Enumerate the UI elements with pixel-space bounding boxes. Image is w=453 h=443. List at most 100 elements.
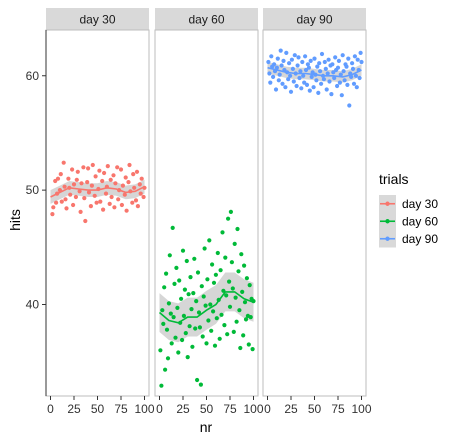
data-point [244, 276, 249, 281]
data-point [112, 205, 117, 210]
data-point [53, 178, 58, 184]
data-point [271, 74, 276, 79]
data-point [190, 344, 195, 349]
data-point [168, 311, 173, 316]
data-point [238, 345, 243, 351]
data-point [283, 85, 288, 90]
data-point [177, 278, 182, 283]
data-point [132, 185, 137, 190]
data-point [288, 89, 294, 94]
data-point [242, 300, 248, 305]
data-point [351, 81, 357, 86]
data-point [194, 299, 199, 304]
strip [46, 8, 149, 30]
data-point [326, 57, 331, 62]
x-tick-label: 0 [156, 402, 163, 416]
panel-background [263, 30, 366, 396]
data-point [115, 165, 120, 170]
data-point [93, 174, 98, 179]
data-point [55, 176, 61, 181]
data-point [171, 315, 176, 320]
data-point [50, 212, 55, 217]
data-point [105, 164, 110, 169]
panel-background [46, 30, 149, 396]
data-point [165, 356, 171, 361]
data-point [302, 80, 307, 85]
data-point [59, 199, 64, 204]
data-point [82, 196, 87, 201]
data-point [340, 53, 345, 58]
data-point [279, 63, 284, 68]
data-point [232, 241, 237, 246]
data-point [111, 173, 116, 178]
data-point [70, 167, 75, 172]
data-point [342, 78, 347, 83]
data-point [205, 277, 210, 282]
data-point [193, 326, 198, 331]
x-tick-label: 50 [200, 402, 214, 416]
data-point [278, 48, 283, 53]
data-point [63, 197, 68, 202]
data-point [188, 275, 193, 280]
data-point [81, 165, 86, 170]
data-point [224, 293, 229, 298]
data-point [225, 332, 230, 337]
data-point [164, 271, 169, 276]
data-point [54, 200, 59, 205]
data-point [305, 62, 310, 67]
data-point [341, 69, 346, 74]
data-point [137, 182, 142, 187]
data-point [58, 172, 63, 177]
data-point [327, 79, 332, 84]
data-point [218, 268, 223, 273]
data-point [314, 78, 319, 83]
data-point [119, 202, 124, 208]
data-point [133, 198, 139, 203]
data-point [209, 328, 214, 333]
data-point [236, 269, 241, 274]
data-point [213, 272, 218, 277]
data-point [61, 160, 66, 165]
data-point [100, 178, 105, 184]
data-point [297, 75, 302, 81]
data-point [272, 62, 277, 67]
data-point [68, 192, 73, 197]
data-point [204, 341, 209, 346]
data-point [120, 183, 125, 188]
data-point [344, 64, 349, 69]
legend-title: trials [379, 171, 409, 187]
data-point [186, 292, 191, 297]
x-tick-label: 50 [91, 402, 105, 416]
data-point [130, 200, 135, 205]
data-point [325, 71, 330, 76]
data-point [162, 285, 167, 290]
data-point [94, 200, 99, 205]
data-point [241, 333, 246, 338]
data-point [306, 65, 311, 70]
data-point [335, 65, 341, 70]
data-point [303, 54, 308, 59]
points [50, 160, 147, 224]
data-point [330, 62, 335, 67]
data-point [89, 183, 94, 188]
data-point [77, 189, 82, 194]
strip [263, 8, 366, 30]
x-tick-label: 100 [243, 402, 263, 416]
data-point [308, 58, 313, 64]
data-point [248, 315, 253, 320]
data-point [173, 335, 178, 340]
data-point [159, 383, 164, 388]
data-point [102, 170, 107, 176]
panel-background [155, 30, 258, 396]
data-point [164, 327, 170, 332]
legend-entry-3: day 90 [379, 230, 438, 248]
data-point [74, 177, 79, 182]
data-point [202, 246, 207, 251]
data-point [337, 80, 342, 85]
data-point [201, 294, 206, 299]
legend-key-point [385, 201, 390, 206]
data-point [211, 309, 216, 314]
smooth-line [50, 185, 145, 198]
data-point [301, 73, 306, 78]
